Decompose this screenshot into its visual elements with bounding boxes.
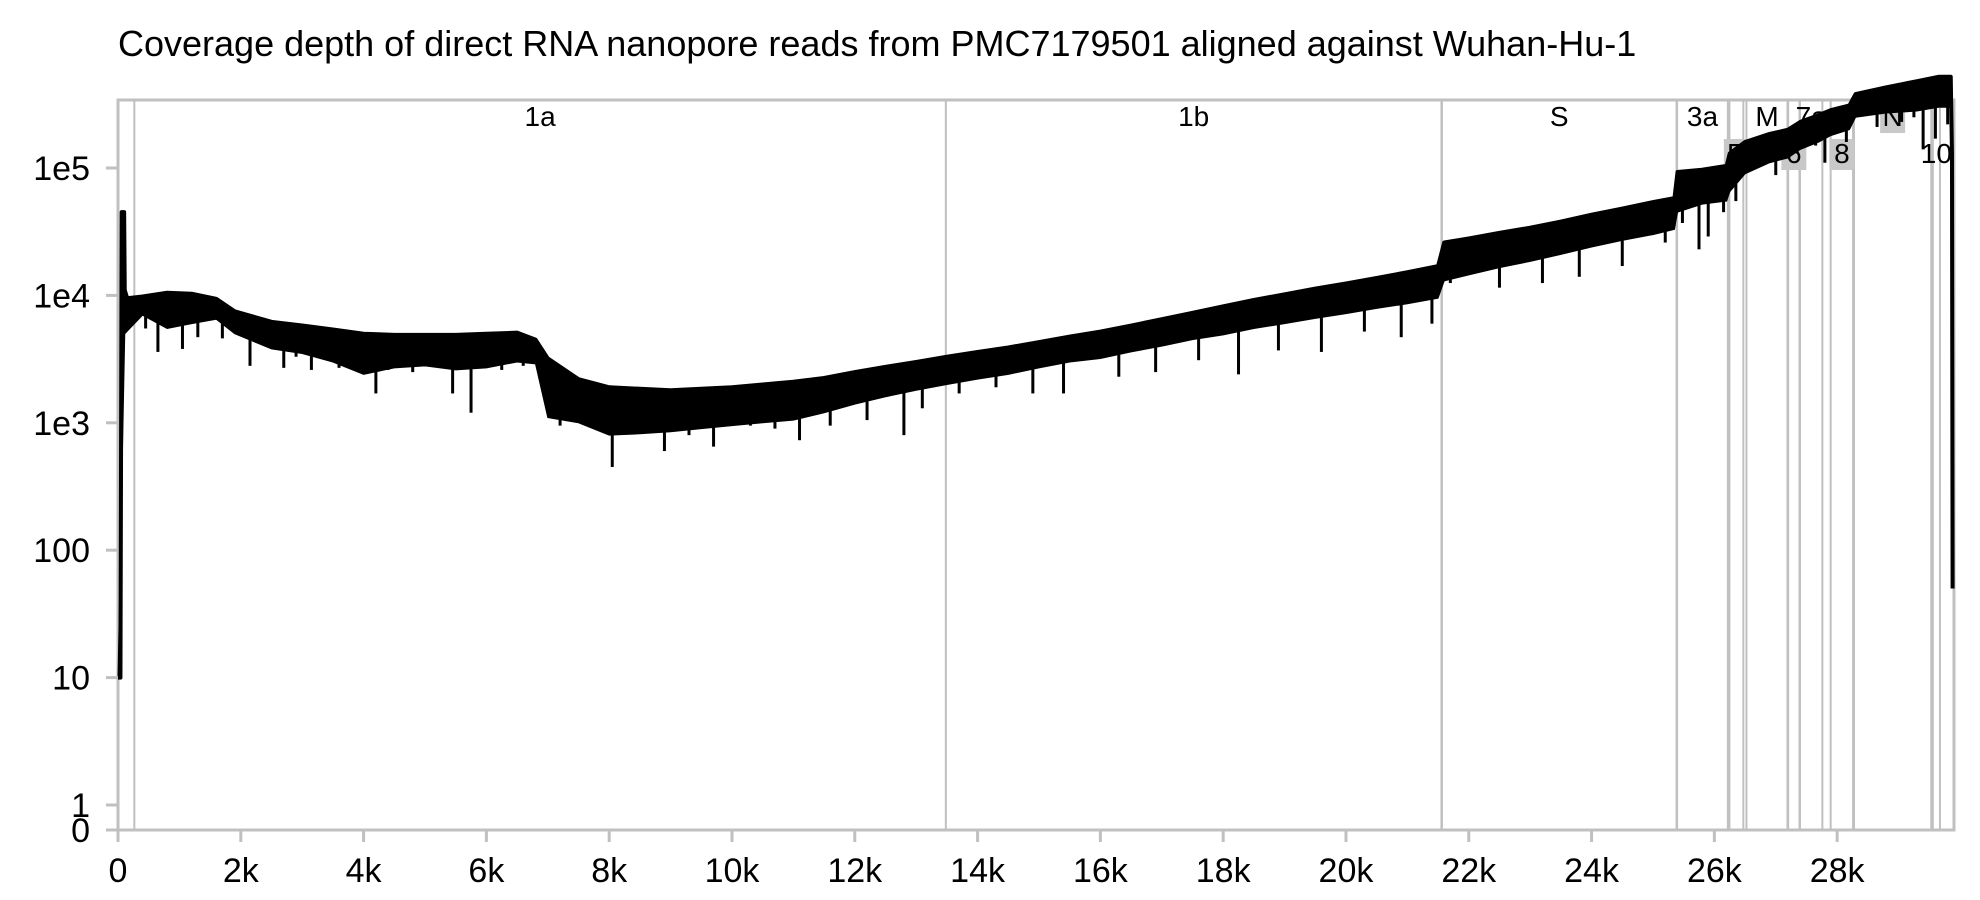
x-tick-label: 28k bbox=[1810, 852, 1866, 890]
y-tick-label: 0 bbox=[71, 812, 90, 850]
x-tick-label: 0 bbox=[109, 852, 128, 890]
x-tick-label: 20k bbox=[1319, 852, 1375, 890]
y-tick-label: 1e4 bbox=[33, 277, 90, 315]
gene-label-3a: 3a bbox=[1687, 101, 1719, 132]
gene-label-1a: 1a bbox=[525, 101, 557, 132]
y-tick-label: 10 bbox=[52, 660, 90, 698]
gene-label-10: 10 bbox=[1921, 138, 1952, 169]
y-tick-label: 100 bbox=[33, 532, 90, 570]
gene-label-box-8 bbox=[1829, 139, 1855, 170]
gene-label-S: S bbox=[1550, 101, 1569, 132]
coverage-line bbox=[118, 74, 1955, 680]
x-tick-label: 12k bbox=[827, 852, 883, 890]
x-tick-label: 8k bbox=[591, 852, 628, 890]
y-tick-label: 1 bbox=[71, 787, 90, 825]
y-tick-label: 1e3 bbox=[33, 405, 90, 443]
x-tick-label: 4k bbox=[346, 852, 383, 890]
chart-title: Coverage depth of direct RNA nanopore re… bbox=[118, 23, 1636, 64]
y-tick-label: 1e5 bbox=[33, 150, 90, 188]
coverage-series bbox=[117, 74, 1955, 680]
x-tick-label: 6k bbox=[468, 852, 505, 890]
x-tick-label: 2k bbox=[223, 852, 260, 890]
x-tick-label: 22k bbox=[1441, 852, 1497, 890]
gene-label-M: M bbox=[1755, 101, 1778, 132]
gene-boundary-lines bbox=[133, 100, 1941, 830]
x-tick-label: 16k bbox=[1073, 852, 1129, 890]
x-tick-label: 24k bbox=[1564, 852, 1620, 890]
gene-label-8: 8 bbox=[1834, 138, 1850, 169]
x-tick-label: 18k bbox=[1196, 852, 1252, 890]
x-axis: 0 2k 4k 6k 8k 10k 12k 14k 16k 18k 20k 22k 24k 26k 28k bbox=[109, 830, 1866, 890]
x-tick-label: 10k bbox=[705, 852, 761, 890]
y-axis: 01 10 100 1e3 1e4 1e5 bbox=[33, 150, 118, 850]
x-tick-label: 14k bbox=[950, 852, 1006, 890]
x-tick-label: 26k bbox=[1687, 852, 1743, 890]
gene-label-1b: 1b bbox=[1178, 101, 1209, 132]
